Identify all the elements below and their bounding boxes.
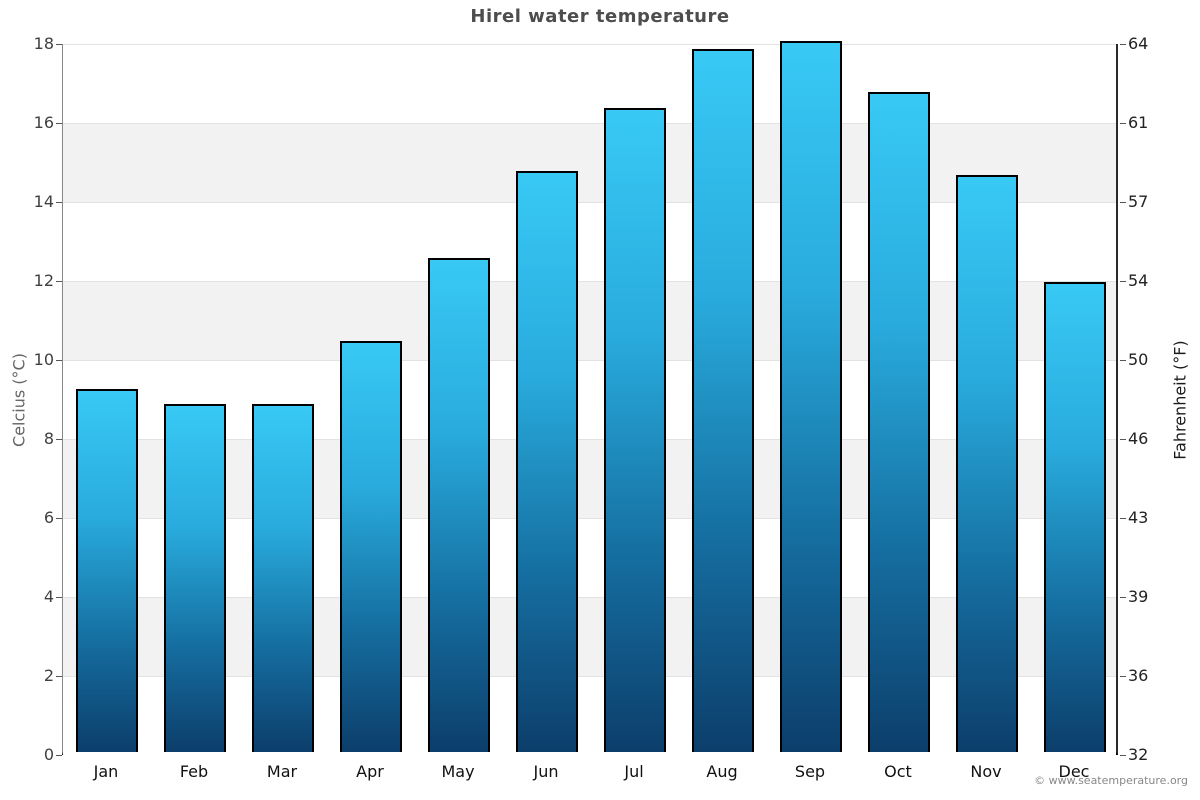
bar-mar	[252, 404, 314, 752]
bar-sep	[780, 41, 842, 752]
gridline	[63, 281, 1116, 282]
background-band	[63, 202, 1116, 281]
gridline	[63, 44, 1116, 45]
x-tick-label-oct: Oct	[884, 762, 912, 781]
bar-dec	[1044, 281, 1106, 752]
bar-jul	[604, 108, 666, 752]
background-band	[63, 281, 1116, 360]
plot-area	[62, 41, 1118, 755]
y-tick-label-fahrenheit-57: 57	[1128, 192, 1149, 211]
y-tickmark-left	[56, 202, 62, 203]
gridline	[63, 597, 1116, 598]
y-tickmark-right	[1120, 360, 1126, 361]
background-band	[63, 360, 1116, 439]
y-tickmark-right	[1120, 123, 1126, 124]
gridline	[63, 360, 1116, 361]
x-tick-label-dec: Dec	[1058, 762, 1090, 781]
bar-aug	[692, 48, 754, 752]
background-band	[63, 518, 1116, 597]
gridline	[63, 518, 1116, 519]
y-tick-label-fahrenheit-46: 46	[1128, 429, 1149, 448]
background-band	[63, 44, 1116, 123]
y-tickmark-left	[56, 676, 62, 677]
y-tickmark-left	[56, 281, 62, 282]
y-tickmark-right	[1120, 439, 1126, 440]
gridline	[63, 676, 1116, 677]
x-tick-label-may: May	[441, 762, 475, 781]
chart-title: Hirel water temperature	[470, 6, 730, 27]
y-tick-label-fahrenheit-39: 39	[1128, 587, 1149, 606]
y-tick-label-fahrenheit-43: 43	[1128, 508, 1149, 527]
y-tickmark-left	[56, 44, 62, 45]
background-band	[63, 439, 1116, 518]
y-tick-label-celsius-18: 18	[33, 34, 54, 53]
y-tickmark-left	[56, 518, 62, 519]
y-tick-label-celsius-16: 16	[33, 113, 54, 132]
gridline	[63, 123, 1116, 124]
y-tick-label-fahrenheit-61: 61	[1128, 113, 1149, 132]
y-tickmark-right	[1120, 202, 1126, 203]
gridline	[63, 202, 1116, 203]
y-tickmark-left	[56, 439, 62, 440]
y-tick-label-celsius-12: 12	[33, 271, 54, 290]
bar-nov	[956, 175, 1018, 752]
background-band	[63, 597, 1116, 676]
bar-jan	[76, 388, 138, 752]
y-tickmark-right	[1120, 518, 1126, 519]
copyright-text: © www.seatemperature.org	[1034, 774, 1188, 787]
y-tickmark-left	[56, 597, 62, 598]
x-tick-label-feb: Feb	[179, 762, 209, 781]
bar-apr	[340, 341, 402, 752]
bar-may	[428, 258, 490, 752]
y-tickmark-right	[1120, 597, 1126, 598]
y-axis-label-fahrenheit: Fahrenheit (°F)	[1170, 340, 1190, 460]
y-tick-label-fahrenheit-50: 50	[1128, 350, 1149, 369]
x-tick-label-jan: Jan	[93, 762, 119, 781]
y-tickmark-right	[1120, 676, 1126, 677]
bar-feb	[164, 404, 226, 752]
background-band	[63, 123, 1116, 202]
y-tick-label-celsius-14: 14	[33, 192, 54, 211]
x-tick-label-mar: Mar	[266, 762, 298, 781]
y-tick-label-fahrenheit-36: 36	[1128, 666, 1149, 685]
y-tick-label-celsius-6: 6	[43, 508, 54, 527]
y-tickmark-left	[56, 360, 62, 361]
background-band	[63, 676, 1116, 755]
x-tick-label-nov: Nov	[970, 762, 1002, 781]
bar-oct	[868, 92, 930, 752]
x-tick-label-sep: Sep	[794, 762, 826, 781]
y-tick-label-fahrenheit-54: 54	[1128, 271, 1149, 290]
y-tickmark-right	[1120, 281, 1126, 282]
x-tick-label-jul: Jul	[624, 762, 644, 781]
x-tick-label-apr: Apr	[356, 762, 384, 781]
y-tick-label-celsius-2: 2	[43, 666, 54, 685]
y-tick-label-celsius-0: 0	[43, 745, 54, 764]
y-tick-label-fahrenheit-64: 64	[1128, 34, 1149, 53]
y-axis-label-celsius: Celcius (°C)	[9, 353, 29, 447]
gridline	[63, 439, 1116, 440]
y-tick-label-celsius-4: 4	[43, 587, 54, 606]
bar-jun	[516, 171, 578, 752]
y-tick-label-celsius-8: 8	[43, 429, 54, 448]
y-tick-label-celsius-10: 10	[33, 350, 54, 369]
x-tick-label-jun: Jun	[533, 762, 559, 781]
y-tickmark-left	[56, 123, 62, 124]
y-tickmark-left	[56, 755, 62, 756]
x-tick-label-aug: Aug	[706, 762, 738, 781]
y-tick-label-fahrenheit-32: 32	[1128, 745, 1149, 764]
y-tickmark-right	[1120, 44, 1126, 45]
y-tickmark-right	[1120, 755, 1126, 756]
